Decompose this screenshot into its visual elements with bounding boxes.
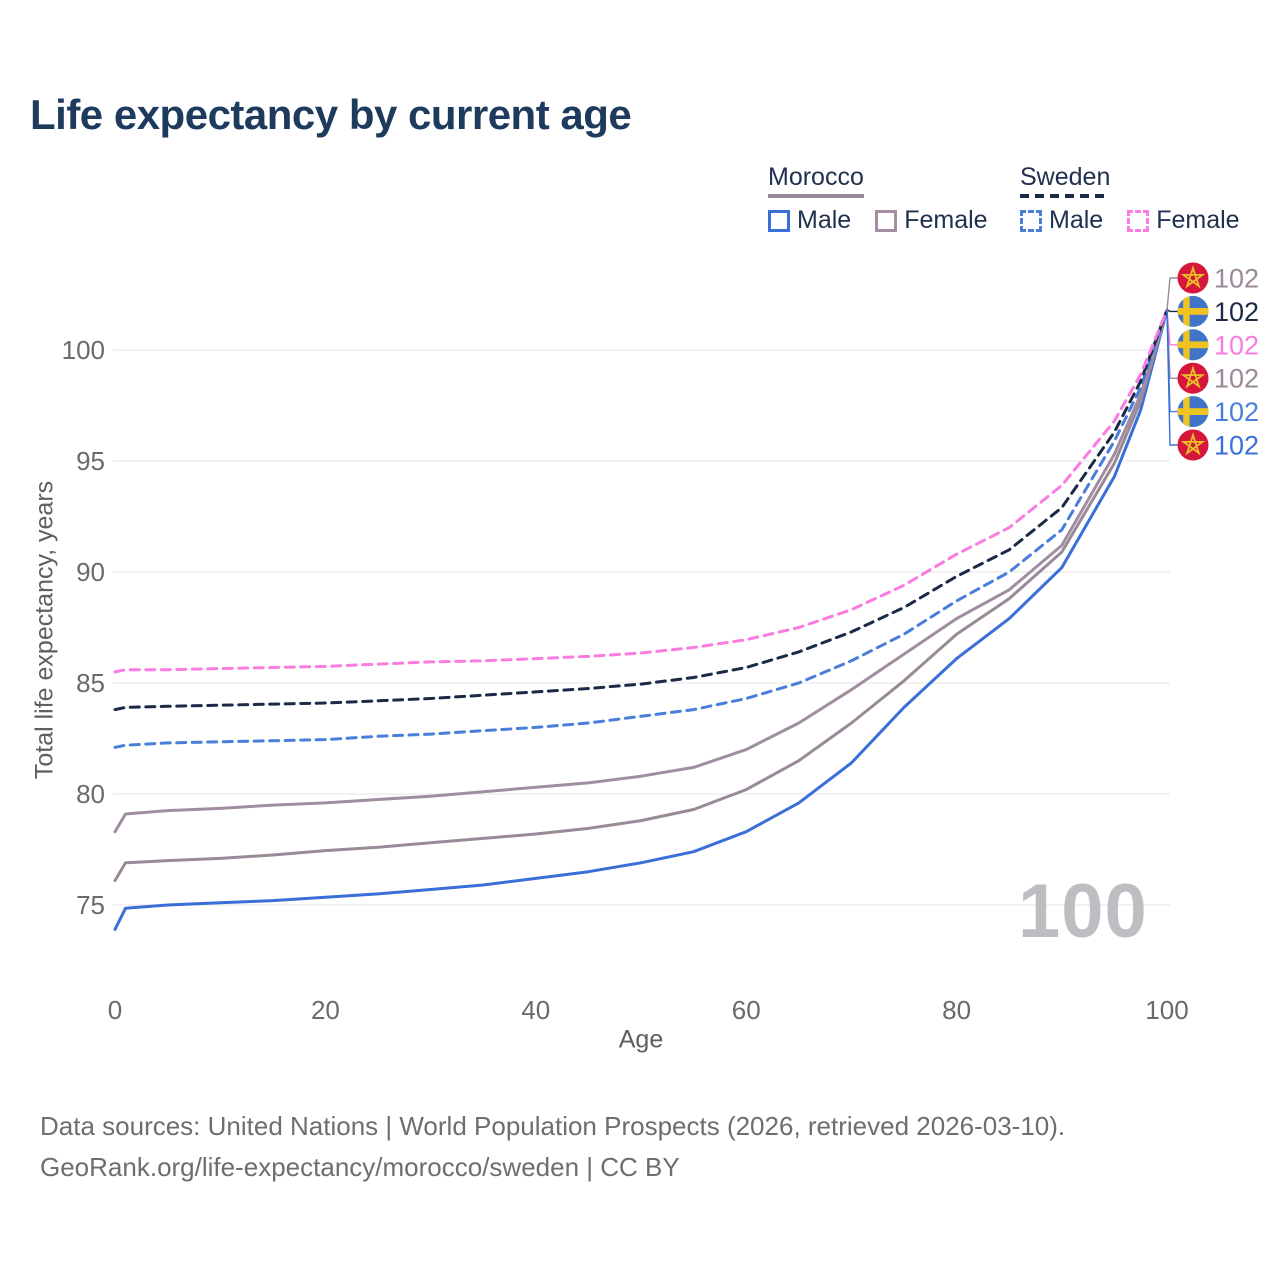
- sweden-cross-v: [1183, 329, 1190, 361]
- end-label-value-1: 102: [1214, 264, 1259, 294]
- legend-country-sweden[interactable]: Sweden: [1020, 163, 1111, 198]
- footer: Data sources: United Nations | World Pop…: [40, 1106, 1065, 1188]
- footer-data-sources: Data sources: United Nations | World Pop…: [40, 1111, 1066, 1141]
- morocco-flag-icon: [1177, 429, 1209, 461]
- sweden-cross-v: [1183, 396, 1190, 428]
- y-tick-75: 75: [76, 890, 105, 920]
- morocco-flag-circle: [1177, 262, 1209, 294]
- legend-items-sweden: Male Female: [1020, 206, 1240, 235]
- footer-attribution: GeoRank.org/life-expectancy/morocco/swed…: [40, 1152, 680, 1182]
- morocco-star: [1180, 265, 1206, 289]
- morocco-flag-icon: [1177, 262, 1209, 294]
- y-tick-80: 80: [76, 779, 105, 809]
- y-tick-85: 85: [76, 668, 105, 698]
- morocco-male-swatch: [768, 209, 790, 232]
- legend-country-morocco[interactable]: Morocco: [768, 163, 864, 198]
- y-tick-95: 95: [76, 446, 105, 476]
- morocco-line-style-swatch: [768, 194, 864, 198]
- morocco-star: [1180, 365, 1206, 389]
- y-tick-90: 90: [76, 557, 105, 587]
- legend-item-morocco-male[interactable]: Male: [768, 206, 851, 235]
- legend-item-sweden-female-label: Female: [1156, 206, 1240, 234]
- x-axis-title: Age: [618, 1025, 664, 1054]
- sweden-line-style-swatch: [1020, 194, 1111, 198]
- end-label-value-2: 102: [1214, 297, 1259, 327]
- x-tick-100: 100: [1145, 995, 1188, 1025]
- morocco-flag-circle: [1177, 429, 1209, 461]
- series-line-sweden-total[interactable]: [113, 308, 1169, 712]
- morocco-flag-circle: [1177, 362, 1209, 394]
- sweden-cross: [1177, 329, 1209, 361]
- sweden-cross-h: [1177, 408, 1209, 415]
- x-tick-0: 0: [108, 995, 122, 1025]
- leader-line-6: [1166, 310, 1178, 446]
- series-line-morocco-female[interactable]: [113, 308, 1169, 834]
- legend-item-morocco-female-label: Female: [904, 206, 988, 234]
- series-line-morocco-male[interactable]: [113, 308, 1169, 931]
- morocco-flag-icon: [1177, 362, 1209, 394]
- sweden-male-swatch: [1020, 209, 1042, 232]
- sweden-cross: [1177, 396, 1209, 428]
- legend-item-morocco-male-label: Male: [797, 206, 852, 234]
- sweden-cross-h: [1177, 341, 1209, 349]
- series-line-sweden-female[interactable]: [113, 308, 1169, 674]
- leader-line-1: [1166, 277, 1178, 311]
- sweden-cross-h: [1177, 308, 1209, 315]
- x-tick-20: 20: [311, 995, 340, 1025]
- series-line-sweden-male[interactable]: [113, 308, 1169, 749]
- morocco-star: [1180, 432, 1206, 456]
- sweden-female-swatch: [1127, 209, 1150, 232]
- legend-item-sweden-female[interactable]: Female: [1127, 206, 1240, 235]
- legend-item-sweden-male-label: Male: [1049, 206, 1104, 234]
- sweden-cross-v: [1183, 295, 1190, 327]
- morocco-female-swatch: [875, 209, 898, 232]
- end-label-value-6: 102: [1214, 431, 1259, 461]
- y-tick-100: 100: [62, 335, 105, 365]
- legend-group-morocco: Morocco Male Female: [768, 163, 988, 235]
- sweden-cross: [1177, 295, 1209, 327]
- legend-country-morocco-label: Morocco: [768, 163, 864, 191]
- leader-line-2: [1166, 309, 1178, 313]
- sweden-flag-icon: [1177, 329, 1209, 361]
- legend-group-sweden: Sweden Male Female: [1020, 163, 1240, 235]
- x-tick-60: 60: [732, 995, 761, 1025]
- sweden-flag-icon: [1177, 295, 1209, 327]
- end-label-value-4: 102: [1214, 364, 1259, 394]
- legend-items-morocco: Male Female: [768, 206, 988, 235]
- end-label-value-3: 102: [1214, 330, 1259, 360]
- legend-country-sweden-label: Sweden: [1020, 163, 1111, 191]
- series-line-morocco-total[interactable]: [113, 308, 1169, 883]
- legend-item-morocco-female[interactable]: Female: [875, 206, 988, 235]
- end-label-value-5: 102: [1214, 397, 1259, 427]
- legend-item-sweden-male[interactable]: Male: [1020, 206, 1103, 235]
- x-tick-80: 80: [942, 995, 971, 1025]
- current-age-watermark: 100: [1018, 869, 1148, 954]
- x-tick-40: 40: [521, 995, 550, 1025]
- sweden-flag-icon: [1177, 396, 1209, 428]
- page-title: Life expectancy by current age: [30, 91, 632, 138]
- y-axis-title: Total life expectancy, years: [30, 480, 59, 780]
